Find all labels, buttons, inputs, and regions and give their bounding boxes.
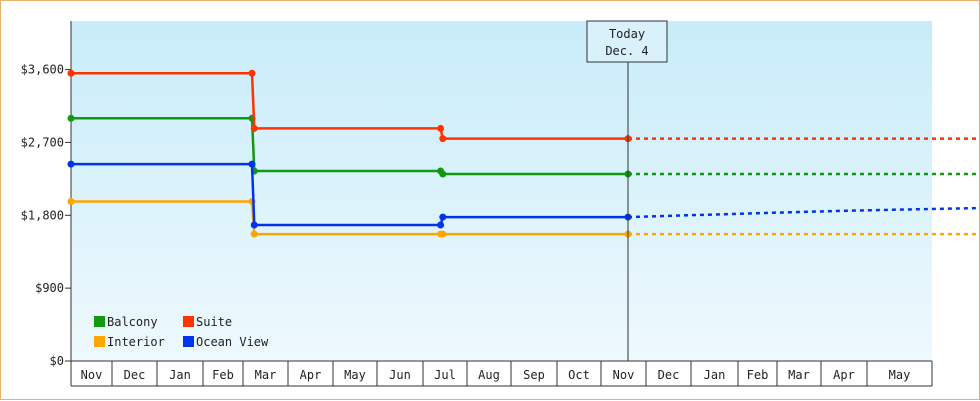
x-tick-label: Mar [788,368,810,382]
interior-line [71,200,628,236]
ocean-view-point [250,221,258,229]
x-tick-label: Apr [833,368,855,382]
x-tick-label: Jun [389,368,411,382]
x-tick-label: Jul [434,368,456,382]
legend-label-interior: Interior [107,335,165,349]
legend-label-balcony: Balcony [107,315,158,329]
x-tick-label: Jan [704,368,726,382]
x-tick-label: Apr [300,368,322,382]
ocean-view-point [67,160,75,168]
y-tick-label: $3,600 [21,63,64,77]
legend-swatch-balcony [94,316,105,327]
x-tick-label: Oct [568,368,590,382]
x-tick-label: Feb [212,368,234,382]
y-tick-label: $900 [35,281,64,295]
suite-point [248,69,256,77]
x-tick-label: Dec [658,368,680,382]
x-tick-label: May [344,368,366,382]
x-tick-label: Dec [124,368,146,382]
x-tick-label: Feb [747,368,769,382]
x-tick-label: Sep [523,368,545,382]
ocean-view-point [437,221,445,229]
today-label: Today [609,27,645,41]
ocean-view-point [248,160,256,168]
ocean-view-projection-line [627,206,980,219]
today-box [586,20,668,63]
x-tick-label: Mar [255,368,277,382]
interior-point [67,198,75,206]
legend-swatch-interior [94,336,105,347]
ocean-view-line [71,162,628,227]
y-tick-label: $0 [50,354,64,368]
legend-label-ocean-view: Ocean View [196,335,269,349]
suite-point [67,69,75,77]
x-tick-label: Aug [478,368,500,382]
legend-label-suite: Suite [196,315,232,329]
x-tick-label: May [889,368,911,382]
balcony-point [439,170,447,178]
suite-point [439,135,447,143]
legend-swatch-ocean-view [183,336,194,347]
x-tick-label: Nov [81,368,103,382]
suite-point [250,124,258,132]
x-tick-label: Nov [613,368,635,382]
ocean-view-point [439,213,447,221]
balcony-line [71,117,628,176]
plot-background [71,21,932,361]
legend-swatch-suite [183,316,194,327]
balcony-point [67,114,75,122]
today-date-label: Dec. 4 [605,44,648,58]
interior-point [250,230,258,238]
x-tick-label: Jan [169,368,191,382]
suite-point [437,124,445,132]
y-tick-label: $1,800 [21,208,64,222]
suite-line [71,71,628,140]
y-tick-label: $2,700 [21,135,64,149]
interior-point [439,230,447,238]
